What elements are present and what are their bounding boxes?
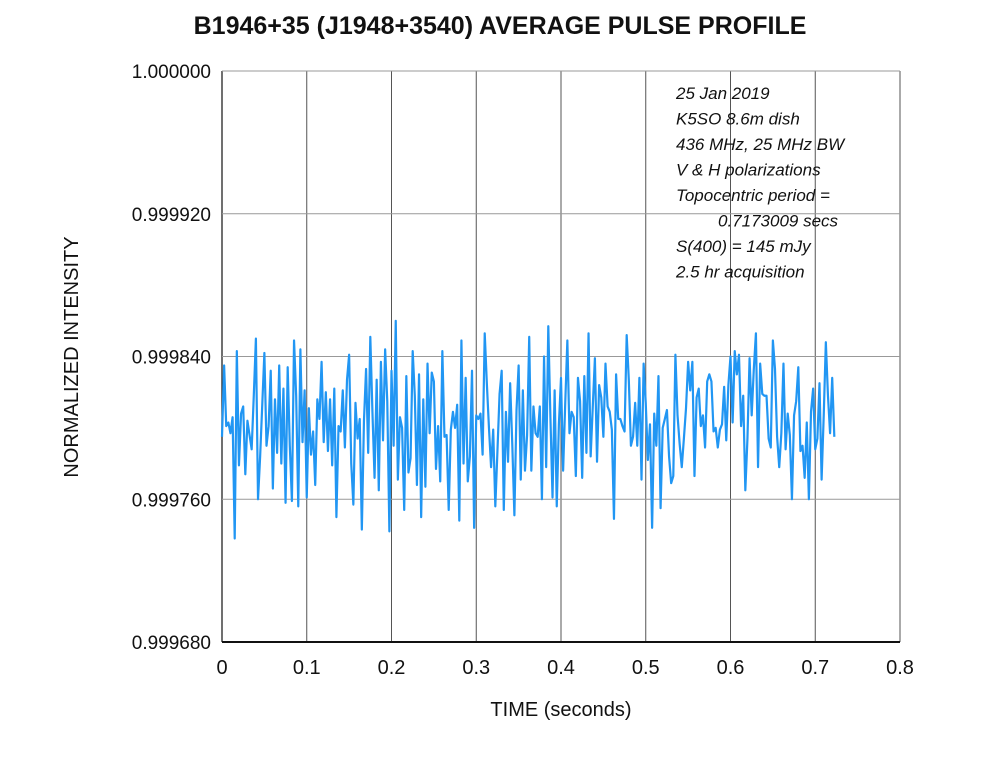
x-tick-label: 0.1 [293,657,321,679]
annotation-line: S(400) = 145 mJy [676,237,812,256]
x-tick-label: 0.3 [462,657,490,679]
y-tick-label: 0.999840 [132,348,211,369]
x-tick-label: 0.8 [886,657,914,679]
y-axis-label: NORMALIZED INTENSITY [61,236,83,477]
chart-title: B1946+35 (J1948+3540) AVERAGE PULSE PROF… [193,12,807,40]
annotation-line: 2.5 hr acquisition [675,263,805,282]
annotation-line: 436 MHz, 25 MHz BW [676,135,846,154]
x-tick-label: 0.4 [547,657,575,679]
x-tick-label: 0.6 [717,657,745,679]
annotation-line: 25 Jan 2019 [675,84,770,103]
annotation-line: K5SO 8.6m dish [676,110,800,129]
annotation-line: V & H polarizations [676,161,821,180]
series-line [220,319,836,540]
x-axis-label: TIME (seconds) [490,699,631,721]
annotation-block: 25 Jan 2019 K5SO 8.6m dish 436 MHz, 25 MHz… [675,84,846,282]
y-tick-label: 0.999760 [132,490,211,511]
annotation-line: Topocentric period = [676,186,830,205]
x-tick-label: 0.5 [632,657,660,679]
x-tick-label: 0.7 [801,657,829,679]
y-tick-label: 0.999680 [132,633,211,654]
x-tick-label: 0.2 [378,657,406,679]
x-tick-labels: 0 0.1 0.2 0.3 0.4 0.5 0.6 0.7 0.8 [216,657,913,679]
x-tick-label: 0 [216,657,227,679]
y-tick-label: 0.999920 [132,205,211,226]
y-tick-labels: 0.999680 0.999760 0.999840 0.999920 1.000000 [132,62,211,654]
annotation-line: 0.7173009 secs [718,212,839,231]
grid-lines [221,70,901,643]
y-tick-label: 1.000000 [132,62,211,83]
